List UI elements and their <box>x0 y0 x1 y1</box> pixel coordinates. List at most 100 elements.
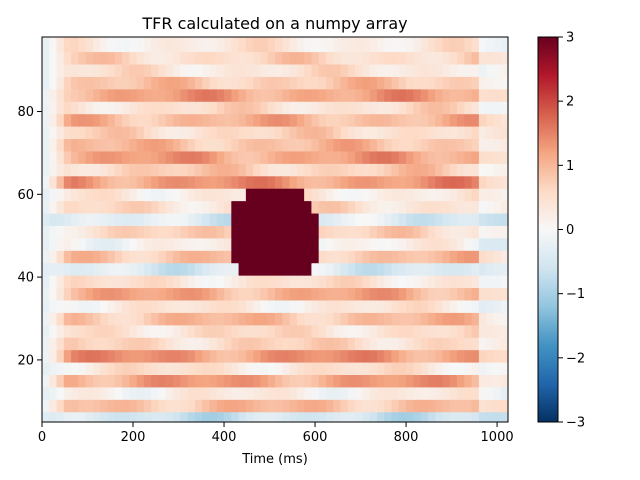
heatmap-cell <box>369 275 378 289</box>
heatmap-cell <box>78 88 87 102</box>
heatmap-cell <box>376 411 385 423</box>
heatmap-cell <box>202 212 211 226</box>
heatmap-cell <box>260 212 269 226</box>
heatmap-cell <box>362 188 371 202</box>
heatmap-cell <box>173 63 181 77</box>
heatmap-cell <box>100 76 109 90</box>
heatmap-cell <box>260 361 269 375</box>
heatmap-cell <box>413 337 422 351</box>
heatmap-cell <box>442 138 451 152</box>
heatmap-cell <box>275 312 283 326</box>
heatmap-cell <box>457 275 465 289</box>
heatmap-cell <box>92 250 101 264</box>
heatmap-cell <box>151 126 160 140</box>
heatmap-cell <box>333 287 342 301</box>
heatmap-cell <box>304 200 313 214</box>
heatmap-cell <box>464 37 473 53</box>
heatmap-cell <box>449 175 458 189</box>
heatmap-cell <box>42 287 50 301</box>
heatmap-cell <box>209 163 218 177</box>
heatmap-cell <box>391 88 400 102</box>
heatmap-cell <box>107 51 116 65</box>
heatmap-cell <box>63 399 72 413</box>
heatmap-cell <box>165 262 174 276</box>
heatmap-cell <box>406 250 414 264</box>
heatmap-cell <box>158 101 167 115</box>
heatmap-cell <box>209 126 218 140</box>
heatmap-cell <box>78 250 87 264</box>
heatmap-cell <box>420 88 429 102</box>
heatmap-cell <box>442 374 451 388</box>
heatmap-cell <box>369 51 378 65</box>
heatmap-cell <box>275 287 283 301</box>
heatmap-cell <box>63 411 72 423</box>
heatmap-cell <box>187 63 196 77</box>
heatmap-cell <box>56 76 65 90</box>
heatmap-cell <box>180 361 189 375</box>
heatmap-cell <box>457 225 465 239</box>
heatmap-cell <box>129 386 138 400</box>
heatmap-cell <box>471 150 480 164</box>
heatmap-cell <box>493 188 502 202</box>
heatmap-cell <box>136 337 145 351</box>
heatmap-cell <box>245 188 254 202</box>
heatmap-cell <box>42 150 50 164</box>
heatmap-cell <box>202 299 211 313</box>
heatmap-cell <box>391 337 400 351</box>
heatmap-cell <box>107 37 116 53</box>
x-tick-label: 200 <box>121 430 146 445</box>
heatmap-cell <box>238 237 247 251</box>
heatmap-cell <box>318 399 327 413</box>
heatmap-cell <box>180 88 189 102</box>
heatmap-cell <box>471 200 480 214</box>
heatmap-cell <box>92 51 101 65</box>
heatmap-cell <box>333 399 342 413</box>
heatmap-cell <box>471 51 480 65</box>
heatmap-cell <box>63 349 72 363</box>
heatmap-cell <box>478 212 487 226</box>
heatmap-cell <box>122 126 130 140</box>
heatmap-cell <box>369 411 378 423</box>
heatmap-cell <box>238 299 247 313</box>
heatmap-cell <box>180 324 189 338</box>
heatmap-cell <box>289 349 298 363</box>
heatmap-cell <box>318 386 327 400</box>
heatmap-cell <box>114 287 123 301</box>
heatmap-cell <box>333 51 342 65</box>
heatmap-cell <box>340 337 349 351</box>
heatmap-cell <box>260 324 269 338</box>
heatmap-cell <box>376 237 385 251</box>
heatmap-cell <box>136 138 145 152</box>
heatmap-cell <box>362 399 371 413</box>
heatmap-cell <box>442 150 451 164</box>
heatmap-cell <box>457 287 465 301</box>
heatmap-cell <box>289 312 298 326</box>
heatmap-cell <box>376 349 385 363</box>
heatmap-cell <box>398 225 407 239</box>
heatmap-cell <box>180 275 189 289</box>
heatmap-cell <box>56 126 65 140</box>
heatmap-cell <box>457 361 465 375</box>
heatmap-cell <box>355 126 363 140</box>
heatmap-cell <box>143 150 152 164</box>
heatmap-cell <box>427 386 436 400</box>
heatmap-cell <box>413 237 422 251</box>
heatmap-cell <box>318 275 327 289</box>
heatmap-cell <box>85 200 94 214</box>
heatmap-cell <box>325 386 334 400</box>
heatmap-cell <box>245 337 254 351</box>
heatmap-cell <box>376 312 385 326</box>
heatmap-cell <box>122 51 130 65</box>
heatmap-cell <box>209 237 218 251</box>
heatmap-cell <box>194 37 203 53</box>
heatmap-cell <box>471 349 480 363</box>
heatmap-cell <box>500 287 509 301</box>
heatmap-cell <box>275 138 283 152</box>
heatmap-cell <box>275 237 283 251</box>
heatmap-cell <box>333 175 342 189</box>
heatmap-cell <box>107 250 116 264</box>
heatmap-cell <box>478 386 487 400</box>
heatmap-cell <box>340 386 349 400</box>
heatmap-cell <box>362 275 371 289</box>
heatmap-cell <box>427 188 436 202</box>
